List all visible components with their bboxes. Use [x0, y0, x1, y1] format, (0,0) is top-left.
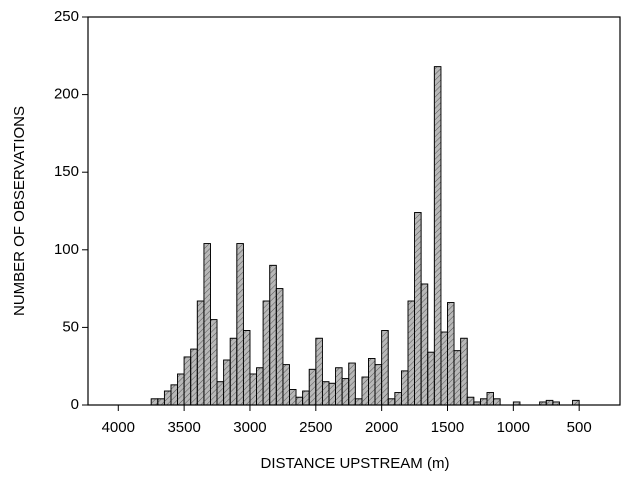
bar-hatch — [163, 390, 172, 406]
bar-hatch — [374, 364, 383, 406]
bar-hatch — [460, 337, 468, 406]
bar-hatch — [368, 358, 376, 406]
y-axis-label: NUMBER OF OBSERVATIONS — [11, 106, 28, 316]
bar-hatch — [275, 288, 284, 406]
bar-hatch — [420, 283, 429, 406]
bar-hatch — [381, 330, 389, 406]
bar-hatch — [315, 337, 323, 406]
x-tick-label: 1000 — [497, 419, 530, 436]
bar-hatch — [190, 348, 198, 406]
y-tick-label: 50 — [62, 318, 79, 335]
bar-hatch — [289, 389, 297, 406]
x-tick-label: 4000 — [102, 419, 135, 436]
bar-hatch — [256, 367, 264, 406]
bar-hatch — [328, 382, 336, 406]
y-tick-label: 0 — [71, 396, 79, 413]
bar-hatch — [493, 398, 501, 406]
y-tick-label: 150 — [54, 163, 79, 180]
x-tick-label: 1500 — [431, 419, 464, 436]
x-tick-label: 500 — [567, 419, 592, 436]
bar-hatch — [295, 396, 304, 406]
bar-hatch — [282, 364, 290, 406]
x-tick-label: 3500 — [167, 419, 200, 436]
bar-hatch — [203, 243, 211, 406]
bar-hatch — [302, 390, 310, 406]
bar-hatch — [236, 243, 244, 406]
x-tick-label: 3000 — [233, 419, 266, 436]
bar-hatch — [387, 398, 396, 406]
bar-hatch — [335, 367, 343, 406]
y-tick-label: 100 — [54, 241, 79, 258]
bar-hatch — [486, 392, 494, 406]
y-tick-label: 200 — [54, 86, 79, 103]
bar-hatch — [401, 370, 409, 406]
bar-hatch — [407, 300, 415, 406]
bar-hatch — [427, 351, 435, 406]
x-tick-label: 2000 — [365, 419, 398, 436]
bar-hatch — [394, 392, 402, 406]
bar-hatch — [170, 384, 178, 406]
bar-hatch — [447, 302, 455, 406]
bar-hatch — [157, 398, 165, 406]
bar-hatch — [361, 376, 369, 406]
bar-hatch — [433, 66, 442, 406]
bar-hatch — [223, 359, 231, 406]
bar-hatch — [150, 398, 159, 406]
bar-hatch — [196, 300, 205, 406]
bar-hatch — [210, 319, 218, 406]
bar-hatch — [466, 396, 475, 406]
bar-hatch — [177, 373, 185, 406]
bar-hatch — [440, 331, 448, 406]
bar-hatch — [229, 337, 238, 406]
bar-hatch — [354, 398, 363, 406]
bar-hatch — [348, 362, 356, 406]
plot-frame — [87, 16, 621, 406]
bar-hatch — [572, 399, 580, 406]
bar-hatch — [321, 381, 330, 406]
bar-hatch — [308, 368, 317, 406]
x-axis-label: DISTANCE UPSTREAM (m) — [261, 455, 450, 472]
bar-hatch — [216, 381, 225, 406]
bar-hatch — [414, 212, 422, 406]
bar-hatch — [262, 300, 271, 406]
bar-hatch — [453, 350, 462, 406]
bar-hatch — [249, 373, 257, 406]
bar-hatch — [269, 264, 277, 406]
y-tick-label: 250 — [54, 8, 79, 25]
bar-hatch — [242, 330, 251, 406]
x-tick-label: 2500 — [299, 419, 332, 436]
bar-hatch — [545, 399, 554, 406]
bar-hatch — [341, 378, 350, 406]
bar-hatch — [183, 356, 192, 406]
bar-hatch — [480, 398, 488, 406]
